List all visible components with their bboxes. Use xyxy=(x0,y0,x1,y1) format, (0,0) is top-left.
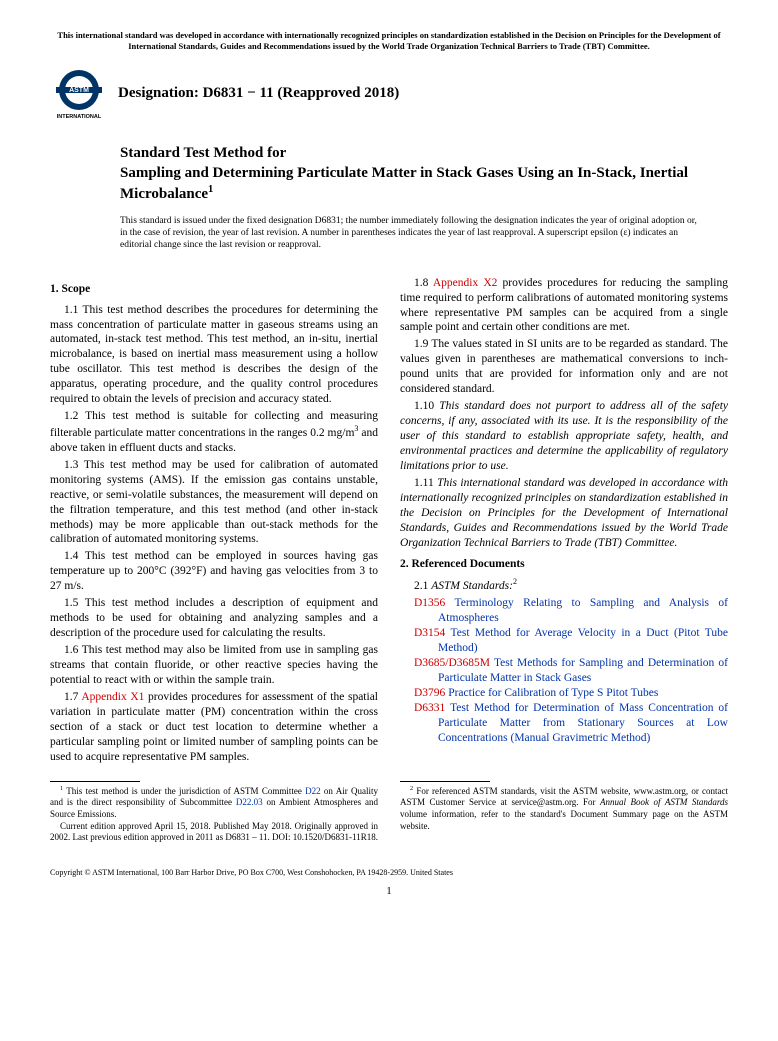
committee-d22-link[interactable]: D22 xyxy=(305,786,321,796)
para-1-11: 1.11 This international standard was dev… xyxy=(400,476,728,551)
title-block: Standard Test Method for Sampling and De… xyxy=(120,144,728,205)
para-1-5: 1.5 This test method includes a descript… xyxy=(50,596,378,641)
para-1-9: 1.9 The values stated in SI units are to… xyxy=(400,337,728,397)
footnote-1: 1 This test method is under the jurisdic… xyxy=(50,785,378,821)
top-notice: This international standard was develope… xyxy=(50,30,728,52)
title-prefix: Standard Test Method for xyxy=(120,144,728,164)
appendix-x1-link[interactable]: Appendix X1 xyxy=(81,691,144,703)
ref-d3796[interactable]: D3796 Practice for Calibration of Type S… xyxy=(414,686,728,701)
para-1-10: 1.10 This standard does not purport to a… xyxy=(400,399,728,474)
footnote-2: 2 For referenced ASTM standards, visit t… xyxy=(400,785,728,833)
header-row: ASTM INTERNATIONAL Designation: D6831 − … xyxy=(50,68,728,120)
para-1-8: 1.8 Appendix X2 provides procedures for … xyxy=(400,276,728,336)
section-2-head: 2. Referenced Documents xyxy=(400,557,728,572)
para-1-7: 1.7 Appendix X1 provides procedures for … xyxy=(50,690,378,765)
designation: Designation: D6831 − 11 (Reapproved 2018… xyxy=(118,84,399,104)
svg-text:INTERNATIONAL: INTERNATIONAL xyxy=(57,114,102,120)
para-1-4: 1.4 This test method can be employed in … xyxy=(50,549,378,594)
para-1-1: 1.1 This test method describes the proce… xyxy=(50,303,378,408)
footnote-1b: Current edition approved April 15, 2018.… xyxy=(50,821,378,844)
ref-d3685[interactable]: D3685/D3685M Test Methods for Sampling a… xyxy=(414,656,728,686)
ref-d1356[interactable]: D1356 Terminology Relating to Sampling a… xyxy=(414,596,728,626)
ref-d3154[interactable]: D3154 Test Method for Average Velocity i… xyxy=(414,626,728,656)
ref-d6331[interactable]: D6331 Test Method for Determination of M… xyxy=(414,701,728,746)
astm-logo: ASTM INTERNATIONAL xyxy=(50,68,108,120)
para-1-2: 1.2 This test method is suitable for col… xyxy=(50,409,378,456)
copyright: Copyright © ASTM International, 100 Barr… xyxy=(50,868,728,878)
para-2-1: 2.1 ASTM Standards:2 xyxy=(400,577,728,594)
subcommittee-d2203-link[interactable]: D22.03 xyxy=(236,797,263,807)
footnotes: 1 This test method is under the jurisdic… xyxy=(50,781,728,844)
svg-text:ASTM: ASTM xyxy=(69,87,89,94)
para-1-6: 1.6 This test method may also be limited… xyxy=(50,643,378,688)
para-1-3: 1.3 This test method may be used for cal… xyxy=(50,458,378,548)
body-columns: 1. Scope 1.1 This test method describes … xyxy=(50,276,728,765)
title-main: Sampling and Determining Particulate Mat… xyxy=(120,164,728,205)
appendix-x2-link[interactable]: Appendix X2 xyxy=(433,277,498,289)
section-1-head: 1. Scope xyxy=(50,282,378,297)
page-number: 1 xyxy=(50,884,728,898)
issue-note: This standard is issued under the fixed … xyxy=(120,215,698,252)
